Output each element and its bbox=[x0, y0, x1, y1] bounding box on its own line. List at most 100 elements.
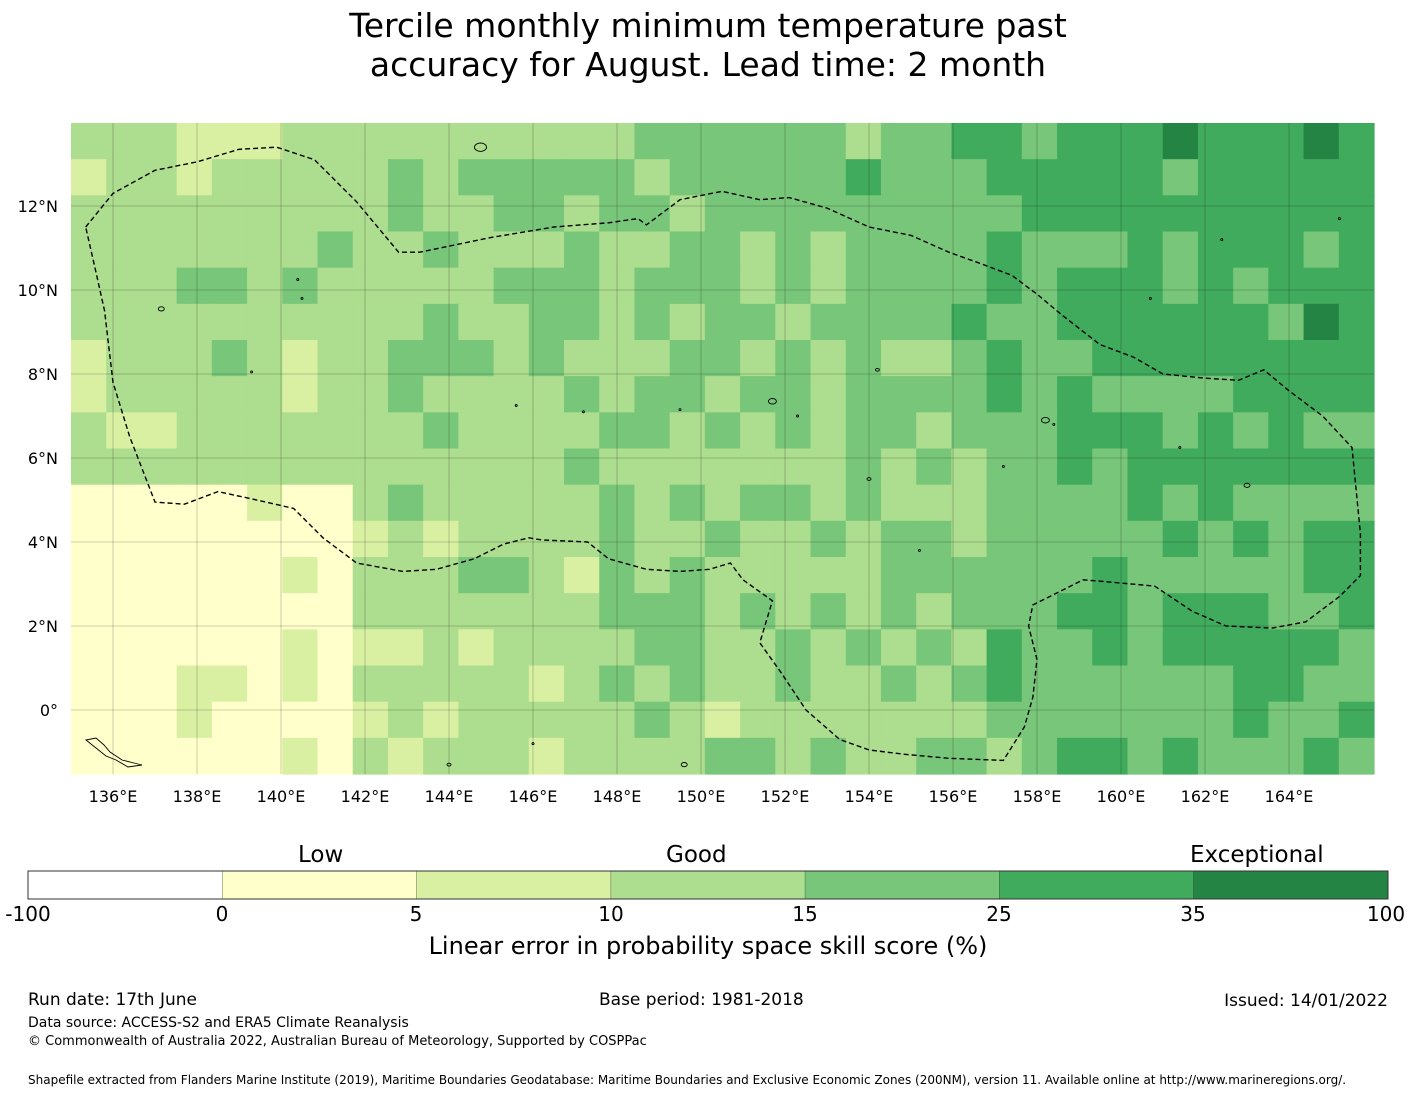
grid-cell bbox=[1021, 737, 1058, 775]
grid-cell bbox=[951, 701, 988, 739]
grid-cell bbox=[176, 484, 213, 522]
grid-cell bbox=[1303, 629, 1340, 667]
grid-cell bbox=[1268, 195, 1305, 233]
grid-cell bbox=[1127, 412, 1164, 450]
grid-cell bbox=[317, 557, 354, 594]
grid-cell bbox=[1021, 412, 1058, 450]
latitude-tick-label: 12°N bbox=[18, 197, 58, 216]
grid-cell bbox=[423, 195, 459, 233]
grid-cell bbox=[1162, 231, 1199, 269]
grid-cell bbox=[916, 231, 953, 269]
grid-cell bbox=[247, 340, 283, 377]
grid-cell bbox=[1127, 701, 1164, 739]
grid-cell bbox=[1127, 303, 1164, 341]
grid-cell bbox=[71, 701, 107, 739]
grid-cell bbox=[282, 737, 319, 775]
grid-cell bbox=[493, 376, 530, 413]
grid-cell bbox=[106, 231, 143, 269]
island-outline bbox=[796, 414, 800, 418]
grid-cell bbox=[423, 412, 459, 450]
colorbar-segment bbox=[610, 870, 806, 900]
grid-cell bbox=[740, 484, 776, 522]
grid-cell bbox=[564, 195, 600, 233]
grid-cell bbox=[1233, 701, 1269, 739]
grid-cell bbox=[317, 484, 354, 522]
grid-cell bbox=[1233, 340, 1269, 377]
grid-cell bbox=[1197, 484, 1234, 522]
grid-cell bbox=[211, 123, 248, 160]
grid-cell bbox=[1338, 557, 1375, 594]
grid-cell bbox=[669, 520, 706, 558]
grid-cell bbox=[951, 376, 988, 413]
grid-cell bbox=[810, 701, 847, 739]
grid-cell bbox=[282, 159, 319, 196]
grid-cell bbox=[387, 629, 424, 667]
grid-cell bbox=[704, 231, 741, 269]
longitude-tick-label: 148°E bbox=[593, 787, 642, 806]
island-outline bbox=[680, 762, 688, 768]
skill-score-grid bbox=[71, 123, 1375, 775]
grid-cell bbox=[247, 231, 283, 269]
grid-cell bbox=[634, 665, 671, 703]
longitude-tick-label: 146°E bbox=[509, 787, 558, 806]
grid-cell bbox=[704, 195, 741, 233]
grid-cell bbox=[106, 195, 143, 233]
grid-cell bbox=[1197, 267, 1234, 305]
grid-cell bbox=[493, 267, 530, 305]
eez-boundary bbox=[85, 146, 1362, 762]
grid-cell bbox=[880, 123, 917, 160]
grid-cell bbox=[1197, 448, 1234, 486]
grid-cell bbox=[317, 195, 354, 233]
grid-cell bbox=[1233, 303, 1269, 341]
grid-cell bbox=[775, 629, 812, 667]
grid-cell bbox=[916, 593, 953, 630]
grid-cell bbox=[176, 123, 213, 160]
colorbar-tick: 100 bbox=[1366, 902, 1406, 926]
grid-cell bbox=[810, 665, 847, 703]
grid-cell bbox=[352, 303, 389, 341]
grid-cell bbox=[1092, 665, 1129, 703]
grid-cell bbox=[317, 159, 354, 196]
grid-cell bbox=[176, 557, 213, 594]
grid-cell bbox=[1057, 557, 1093, 594]
grid-cell bbox=[1233, 665, 1269, 703]
grid-cell bbox=[493, 448, 530, 486]
grid-cell bbox=[211, 593, 248, 630]
grid-cell bbox=[423, 593, 459, 630]
grid-cell bbox=[1197, 593, 1234, 630]
grid-cell bbox=[423, 557, 459, 594]
grid-cell bbox=[845, 159, 882, 196]
grid-cell bbox=[810, 629, 847, 667]
colorbar bbox=[27, 870, 1389, 900]
grid-cell bbox=[986, 557, 1023, 594]
grid-cell bbox=[1303, 376, 1340, 413]
grid-cell bbox=[564, 737, 600, 775]
grid-cell bbox=[458, 701, 495, 739]
grid-cell bbox=[704, 376, 741, 413]
grid-cell bbox=[1338, 448, 1375, 486]
grid-cell bbox=[282, 629, 319, 667]
grid-cell bbox=[1127, 520, 1164, 558]
grid-cell bbox=[528, 195, 565, 233]
grid-cell bbox=[387, 701, 424, 739]
grid-cell bbox=[141, 267, 178, 305]
grid-cell bbox=[423, 123, 459, 160]
grid-cell bbox=[352, 665, 389, 703]
grid-cell bbox=[916, 665, 953, 703]
grid-cell bbox=[669, 231, 706, 269]
grid-cell bbox=[1162, 448, 1199, 486]
grid-cell bbox=[1162, 303, 1199, 341]
grid-cell bbox=[986, 412, 1023, 450]
grid-cell bbox=[1057, 267, 1093, 305]
grid-cell bbox=[634, 123, 671, 160]
grid-cell bbox=[1127, 484, 1164, 522]
grid-cell bbox=[1197, 376, 1234, 413]
grid-cell bbox=[669, 665, 706, 703]
grid-cell bbox=[916, 629, 953, 667]
grid-cell bbox=[704, 159, 741, 196]
grid-cell bbox=[1338, 629, 1375, 667]
grid-cell bbox=[387, 484, 424, 522]
longitude-tick-label: 164°E bbox=[1265, 787, 1314, 806]
grid-cell bbox=[1233, 412, 1269, 450]
grid-cell bbox=[845, 303, 882, 341]
